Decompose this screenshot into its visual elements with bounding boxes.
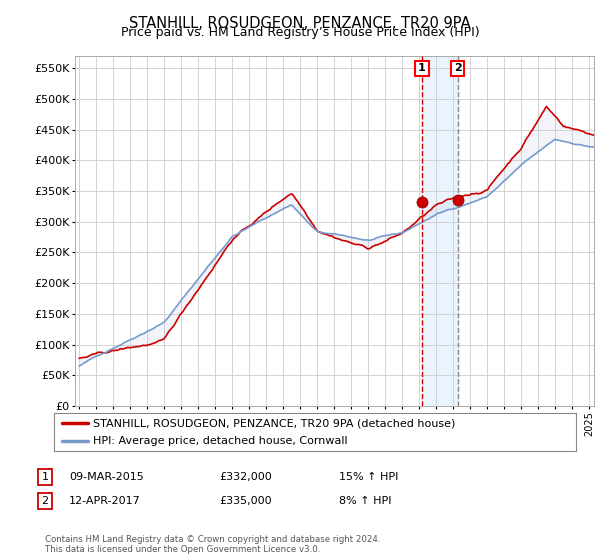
Text: HPI: Average price, detached house, Cornwall: HPI: Average price, detached house, Corn… (93, 436, 348, 446)
Text: 8% ↑ HPI: 8% ↑ HPI (339, 496, 391, 506)
Text: STANHILL, ROSUDGEON, PENZANCE, TR20 9PA: STANHILL, ROSUDGEON, PENZANCE, TR20 9PA (129, 16, 471, 31)
Text: 2: 2 (454, 63, 461, 73)
Text: £332,000: £332,000 (219, 472, 272, 482)
Text: 09-MAR-2015: 09-MAR-2015 (69, 472, 144, 482)
Bar (422, 56, 458, 406)
Text: STANHILL, ROSUDGEON, PENZANCE, TR20 9PA (detached house): STANHILL, ROSUDGEON, PENZANCE, TR20 9PA … (93, 418, 455, 428)
Text: Contains HM Land Registry data © Crown copyright and database right 2024.: Contains HM Land Registry data © Crown c… (45, 535, 380, 544)
Text: 1: 1 (41, 472, 49, 482)
Text: This data is licensed under the Open Government Licence v3.0.: This data is licensed under the Open Gov… (45, 545, 320, 554)
Text: 2: 2 (41, 496, 49, 506)
Text: 15% ↑ HPI: 15% ↑ HPI (339, 472, 398, 482)
Text: 1: 1 (418, 63, 426, 73)
Text: 12-APR-2017: 12-APR-2017 (69, 496, 141, 506)
Text: £335,000: £335,000 (219, 496, 272, 506)
Text: Price paid vs. HM Land Registry’s House Price Index (HPI): Price paid vs. HM Land Registry’s House … (121, 26, 479, 39)
